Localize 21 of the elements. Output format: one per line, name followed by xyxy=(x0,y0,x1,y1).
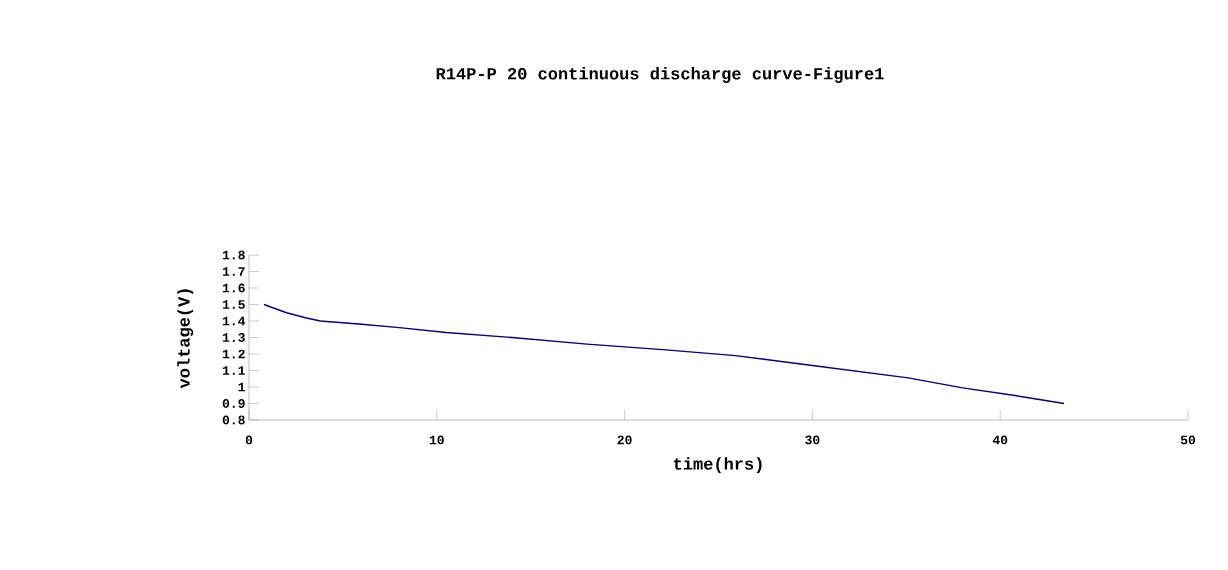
x-tick-label: 40 xyxy=(992,435,1008,445)
line-series xyxy=(263,303,1065,405)
y-axis-title: voltage(V) xyxy=(177,289,194,389)
x-tick-label: 20 xyxy=(617,435,632,445)
y-tick-label: 0.9 xyxy=(222,399,245,408)
x-tick-label: 0 xyxy=(245,435,253,445)
y-tick-label: 1.4 xyxy=(222,316,246,326)
y-tick-label: 1.1 xyxy=(222,366,245,375)
y-tick-label: 0.8 xyxy=(222,415,245,425)
x-tick-label: 50 xyxy=(1180,435,1196,445)
y-tick-label: 1.7 xyxy=(222,267,245,276)
chart-title: R14P-P 20 continuous discharge curve-Figure1 xyxy=(436,67,884,83)
x-axis-title: time(hrs) xyxy=(673,457,762,474)
y-tick-label: 1.5 xyxy=(222,300,245,309)
y-tick-label: 1.8 xyxy=(222,250,245,260)
y-tick-label: 1.3 xyxy=(222,333,245,342)
y-tick-label: 1.6 xyxy=(222,283,245,293)
x-tick-label: 30 xyxy=(805,435,820,445)
x-tick-label: 10 xyxy=(429,435,444,445)
y-tick-label: 1 xyxy=(238,382,245,392)
y-tick-label: 1.2 xyxy=(222,349,245,359)
